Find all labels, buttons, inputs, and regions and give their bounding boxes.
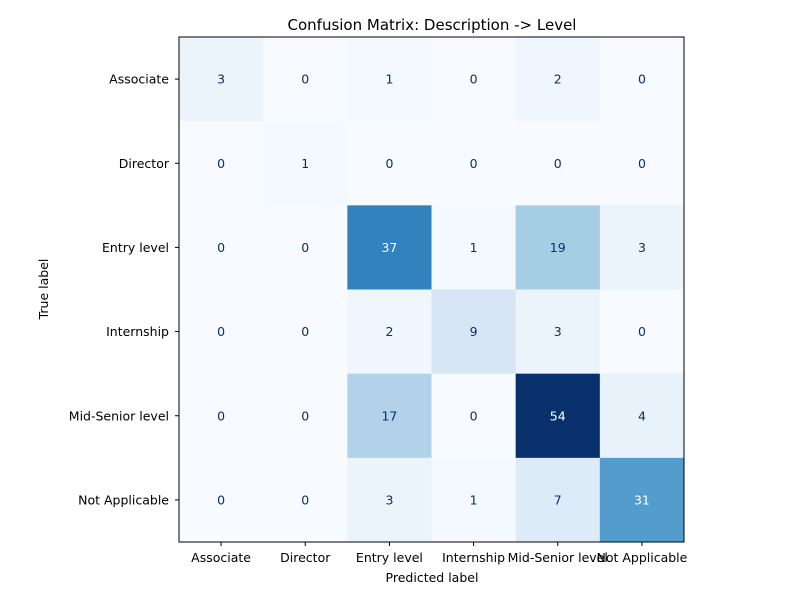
cell-value-label: 31 (634, 492, 650, 507)
heatmap-cell (599, 37, 685, 122)
cell-value-label: 0 (217, 156, 225, 171)
heatmap-cell (599, 289, 685, 375)
x-axis-ticks: Associate Director Entry level Internship Mi… (191, 542, 688, 565)
cell-value-label: 0 (385, 156, 393, 171)
x-tick-label: Internship (442, 550, 505, 565)
x-axis-label: Predicted label (386, 570, 479, 585)
x-tick-label: Not Applicable (596, 550, 687, 565)
cell-value-label: 1 (470, 492, 478, 507)
plot-frame (178, 36, 685, 543)
cell-value-label: 0 (638, 156, 646, 171)
cell-value-label: 0 (638, 324, 646, 339)
heatmap-cell (347, 289, 432, 375)
cell-value-labels: 3 0 1 0 2 00 1 0 0 0 00 0 37 1 19 30 0 2 9 3 00 0 17 0 54 40 0 3 1 7 3… (217, 72, 650, 508)
cell-value-label: 1 (470, 240, 478, 255)
x-tick-label: Mid-Senior level (508, 550, 608, 565)
cell-value-label: 0 (217, 408, 225, 423)
cell-value-label: 54 (550, 408, 566, 423)
cell-value-label: 0 (217, 240, 225, 255)
cell-value-label: 0 (301, 408, 309, 423)
cell-value-label: 9 (470, 324, 478, 339)
cell-value-label: 2 (554, 72, 562, 87)
cell-value-label: 0 (638, 72, 646, 87)
heatmap-cell (431, 205, 517, 290)
heatmap-cell (263, 289, 348, 375)
heatmap-cell (263, 457, 348, 543)
heatmap-cell (515, 37, 601, 122)
heatmap-cell (347, 373, 432, 459)
heatmap-cell (515, 205, 601, 290)
x-tick-label: Director (280, 550, 331, 565)
heatmap-cell (515, 373, 601, 459)
heatmap-cell (263, 205, 348, 290)
heatmap-cell (515, 121, 601, 206)
cell-value-label: 0 (470, 72, 478, 87)
cell-value-label: 0 (301, 324, 309, 339)
cell-value-label: 0 (470, 408, 478, 423)
cell-value-label: 1 (301, 156, 309, 171)
heatmap-cell (179, 457, 264, 543)
heatmap-cell (263, 121, 348, 206)
heatmap-cell (599, 373, 685, 459)
y-axis-label: True label (36, 259, 51, 321)
heatmap-cell (179, 37, 264, 122)
heatmap-cell (515, 289, 601, 375)
cell-value-label: 2 (385, 324, 393, 339)
heatmap-cell (179, 373, 264, 459)
y-tick-label: Associate (109, 72, 169, 87)
heatmap-cell (599, 457, 685, 543)
cell-value-label: 0 (301, 240, 309, 255)
cell-value-label: 0 (470, 156, 478, 171)
heatmap-cell (179, 289, 264, 375)
cell-value-label: 37 (381, 240, 397, 255)
heatmap-cell (431, 373, 517, 459)
heatmap-cell (599, 205, 685, 290)
heatmap-cell (347, 121, 432, 206)
cell-value-label: 0 (554, 156, 562, 171)
cell-value-label: 0 (217, 492, 225, 507)
heatmap-cell (599, 121, 685, 206)
cell-value-label: 4 (638, 408, 646, 423)
cell-value-label: 3 (385, 492, 393, 507)
heatmap-cell (179, 205, 264, 290)
cell-value-label: 3 (638, 240, 646, 255)
heatmap-cell (347, 205, 432, 290)
heatmap-cell (263, 37, 348, 122)
heatmap-cell (431, 289, 517, 375)
cell-value-label: 17 (381, 408, 397, 423)
heatmap-cell (431, 457, 517, 543)
y-tick-label: Internship (106, 324, 169, 339)
cell-value-label: 0 (301, 492, 309, 507)
x-tick-label: Entry level (356, 550, 423, 565)
cell-value-label: 3 (554, 324, 562, 339)
chart-title: Confusion Matrix: Description -> Level (288, 16, 577, 34)
cell-value-label: 7 (554, 492, 562, 507)
heatmap-cell (347, 457, 432, 543)
y-tick-label: Director (119, 156, 170, 171)
y-tick-label: Mid-Senior level (69, 408, 169, 423)
cell-value-label: 3 (217, 72, 225, 87)
cell-value-label: 19 (550, 240, 566, 255)
x-tick-label: Associate (191, 550, 251, 565)
heatmap-cell (347, 37, 432, 122)
cell-value-label: 0 (301, 72, 309, 87)
heatmap-cell (431, 37, 517, 122)
cell-value-label: 1 (385, 72, 393, 87)
heatmap-cell (515, 457, 601, 543)
heatmap-cell (431, 121, 517, 206)
heatmap-cell (263, 373, 348, 459)
heatmap-cell (179, 121, 264, 206)
y-tick-label: Not Applicable (78, 492, 169, 507)
y-tick-label: Entry level (102, 240, 169, 255)
cell-value-label: 0 (217, 324, 225, 339)
y-axis-ticks: Associate Director Entry level Internship Mi… (69, 72, 179, 507)
heatmap-cells (179, 37, 685, 543)
